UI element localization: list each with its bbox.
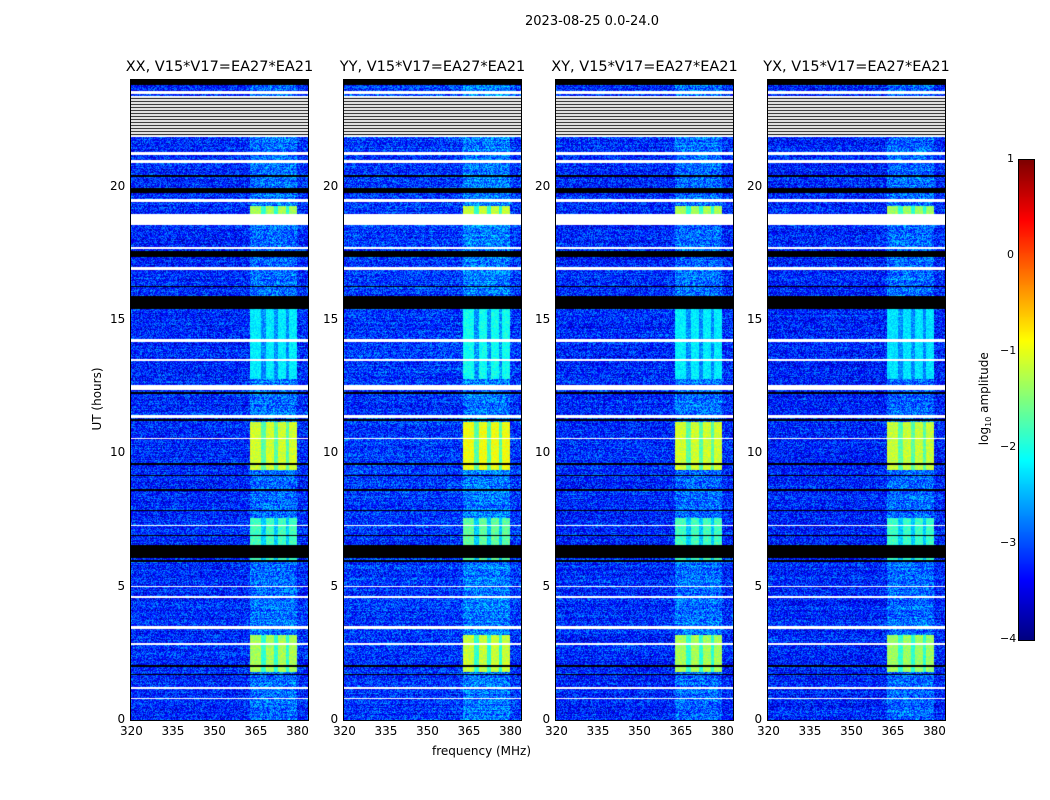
y-tick-label: 15 (110, 312, 126, 326)
colorbar-tick-label: −1 (1000, 344, 1017, 357)
x-tick-label: 320 (545, 724, 568, 738)
figure-suptitle: 2023-08-25 0.0-24.0 (525, 14, 659, 29)
x-tick-label: 335 (374, 724, 398, 738)
colorbar-label: log10 amplitude (976, 352, 994, 446)
colorbar-tick-label: −2 (1000, 440, 1017, 453)
y-tick-label: 10 (323, 445, 339, 460)
x-tick-label: 320 (120, 724, 143, 738)
x-tick-label: 350 (839, 724, 863, 738)
y-tick-label: 15 (323, 312, 339, 326)
x-tick-label: 365 (457, 724, 481, 738)
colorbar-label-log: log (976, 426, 991, 446)
x-tick-label: 365 (244, 724, 268, 738)
panel-title: XY, V15*V17=EA27*EA21 (551, 59, 738, 75)
x-tick-label: 350 (415, 724, 439, 738)
y-tick-label: 5 (542, 578, 551, 593)
colorbar-tick-label: −3 (1000, 536, 1017, 549)
x-tick-label: 335 (161, 724, 185, 738)
y-tick-label: 10 (110, 445, 126, 460)
x-tick-label: 380 (710, 724, 734, 738)
y-tick-label: 5 (117, 578, 126, 593)
y-tick-label: 0 (754, 712, 763, 726)
y-tick-label: 5 (754, 578, 763, 593)
y-tick-label: 20 (747, 178, 763, 193)
x-tick-label: 380 (498, 724, 522, 738)
x-tick-label: 380 (285, 724, 309, 738)
spectrogram-panel (768, 80, 945, 720)
colorbar-label-rest: amplitude (976, 352, 991, 417)
y-tick-label: 10 (535, 445, 551, 460)
x-tick-label: 320 (757, 724, 780, 738)
y-tick-label: 20 (535, 178, 551, 193)
y-tick-label: 5 (330, 578, 339, 593)
spectrogram-panel (131, 80, 308, 720)
y-tick-label: 15 (747, 312, 763, 326)
y-tick-label: 15 (535, 312, 551, 326)
y-tick-label: 20 (323, 178, 339, 193)
y-tick-label: 20 (110, 178, 126, 193)
y-axis-label: UT (hours) (90, 367, 104, 431)
x-tick-label: 350 (627, 724, 651, 738)
colorbar-tick-label: 0 (1007, 248, 1014, 261)
x-tick-label: 380 (922, 724, 946, 738)
x-tick-label: 365 (669, 724, 693, 738)
colorbar-label-sub: 10 (984, 416, 994, 427)
panel-title: YX, V15*V17=EA27*EA21 (763, 59, 950, 75)
colorbar (1019, 160, 1034, 640)
y-tick-label: 0 (330, 712, 339, 726)
spectrogram-panel (556, 80, 733, 720)
y-tick-label: 0 (117, 712, 126, 726)
colorbar-tick-label: 1 (1007, 152, 1014, 165)
y-tick-label: 10 (747, 445, 763, 460)
colorbar-tick-label: −4 (1000, 632, 1017, 645)
y-tick-label: 0 (542, 712, 551, 726)
x-tick-label: 320 (333, 724, 356, 738)
panel-title: XX, V15*V17=EA27*EA21 (125, 59, 314, 75)
x-tick-label: 335 (586, 724, 610, 738)
x-tick-label: 365 (881, 724, 905, 738)
x-axis-label: frequency (MHz) (432, 744, 532, 758)
panel-title: YY, V15*V17=EA27*EA21 (339, 59, 526, 75)
x-tick-label: 335 (798, 724, 822, 738)
x-tick-label: 350 (202, 724, 226, 738)
spectrogram-panel (344, 80, 521, 720)
